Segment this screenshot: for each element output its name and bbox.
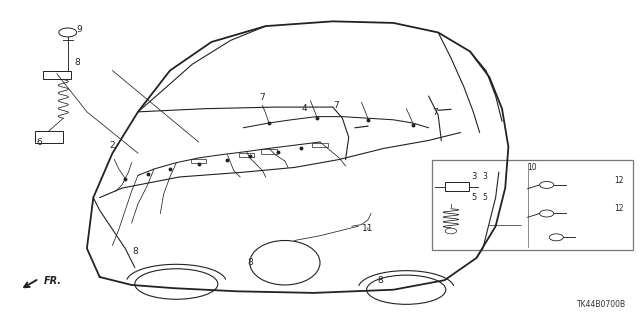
Text: 2: 2 [109, 141, 115, 150]
Text: 12: 12 [614, 176, 623, 185]
Bar [432, 160, 633, 250]
Bar [191, 159, 206, 163]
Text: FR.: FR. [44, 276, 61, 286]
Text: 8: 8 [247, 258, 253, 268]
Text: 7: 7 [333, 101, 339, 110]
Bar [445, 182, 468, 191]
Text: 9: 9 [76, 25, 82, 34]
Text: 6: 6 [36, 137, 42, 146]
Text: 7: 7 [260, 93, 266, 102]
Text: TK44B0700B: TK44B0700B [577, 300, 627, 309]
Text: 8: 8 [378, 276, 383, 285]
Text: 8: 8 [132, 247, 138, 256]
Text: 10: 10 [527, 163, 537, 172]
Text: 3: 3 [483, 173, 488, 182]
Text: 8: 8 [74, 58, 80, 67]
Bar [261, 149, 276, 154]
Text: 5: 5 [471, 193, 476, 202]
Text: 11: 11 [362, 224, 374, 233]
Text: 3: 3 [471, 173, 476, 182]
Text: 4: 4 [301, 104, 307, 114]
Bar [43, 70, 71, 79]
Bar [239, 152, 254, 157]
Text: 5: 5 [483, 193, 488, 202]
Text: 7: 7 [432, 108, 438, 117]
Bar [312, 143, 328, 147]
Bar [35, 131, 63, 143]
Text: 12: 12 [614, 204, 623, 213]
